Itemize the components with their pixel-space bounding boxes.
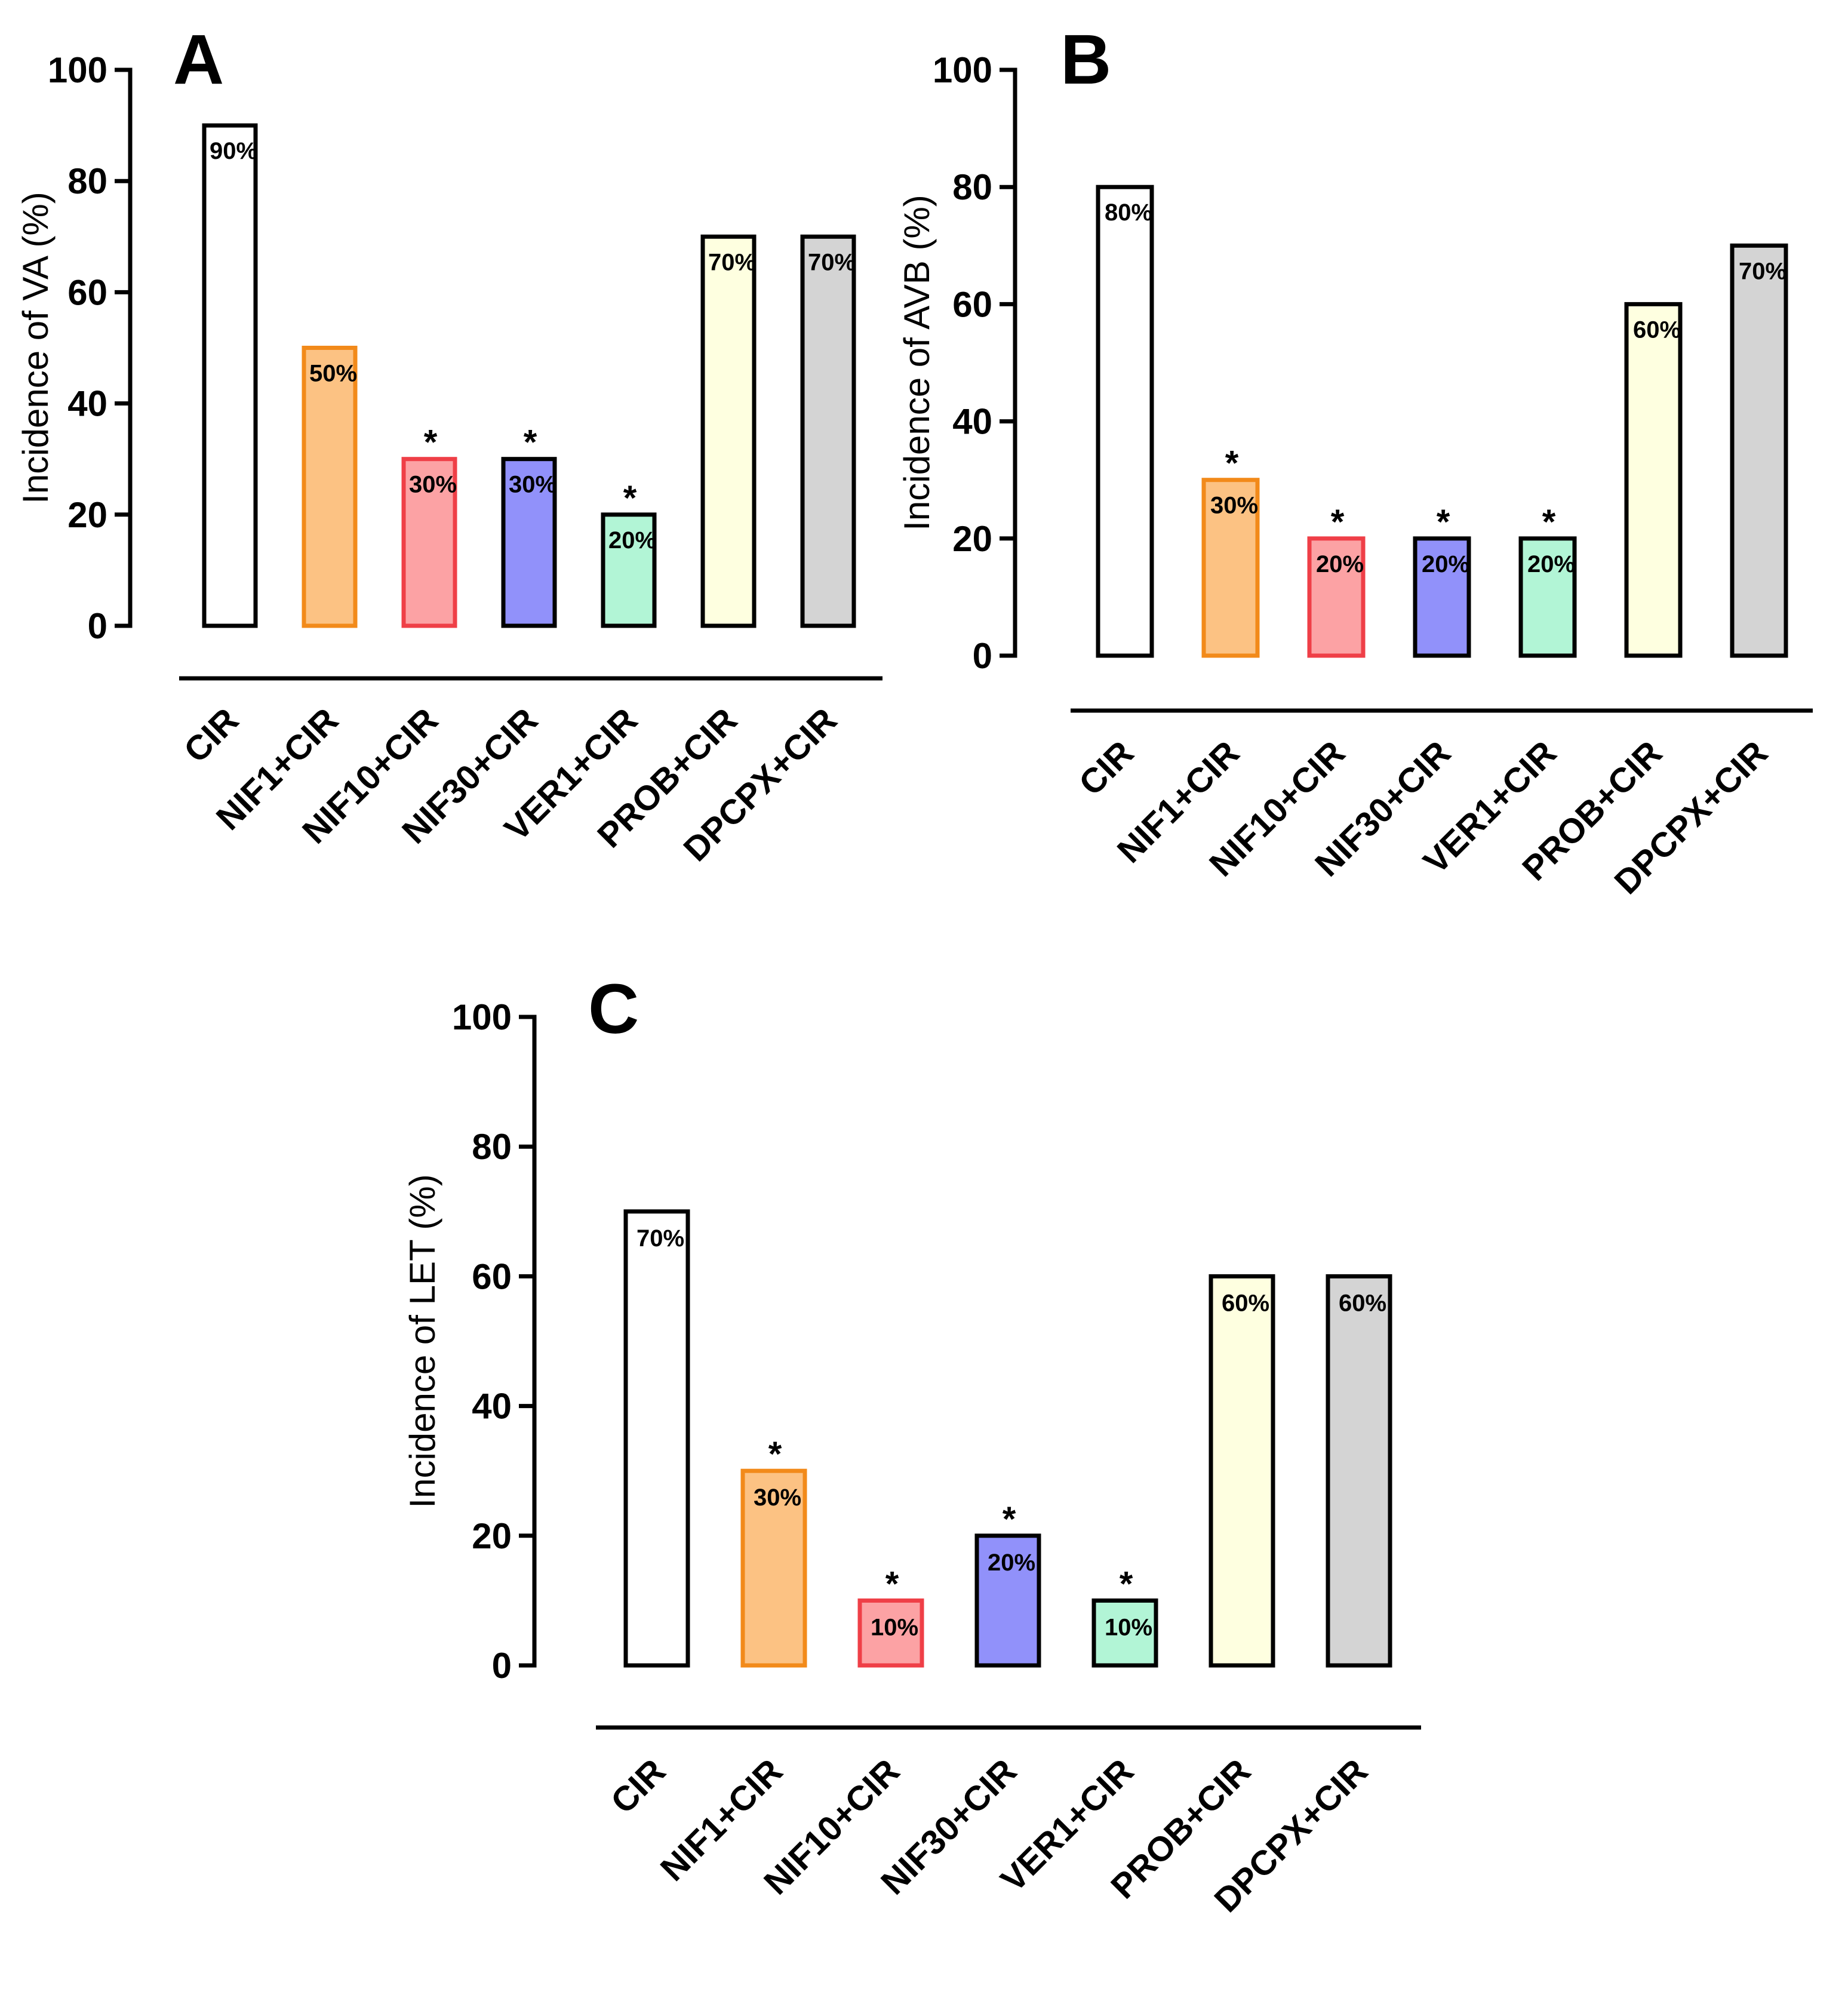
bar-nif30-plus-cir bbox=[501, 457, 557, 628]
bar-nif10-plus-cir bbox=[857, 1598, 924, 1668]
bar-value-label: 60% bbox=[1222, 1290, 1269, 1316]
y-axis-title: Incidence of LET (%) bbox=[402, 1174, 442, 1508]
bar-ver1-plus-cir bbox=[1091, 1598, 1158, 1668]
bar-cir bbox=[202, 123, 258, 628]
bar-ver1-plus-cir bbox=[601, 512, 657, 628]
y-tick-label: 60 bbox=[472, 1256, 512, 1296]
bar-dpcpx-plus-cir bbox=[1730, 243, 1788, 658]
panel-letter: C bbox=[588, 970, 639, 1049]
y-tick-label: 100 bbox=[48, 50, 107, 90]
bar-value-label: 50% bbox=[309, 361, 357, 387]
bar-value-label: 70% bbox=[808, 249, 856, 275]
bar-value-label: 20% bbox=[1527, 551, 1575, 577]
y-tick-label: 0 bbox=[492, 1646, 512, 1686]
bar-value-label: 20% bbox=[988, 1550, 1035, 1576]
y-tick-label: 40 bbox=[952, 402, 992, 442]
bar-value-label: 70% bbox=[708, 249, 756, 275]
significance-star: * bbox=[1225, 444, 1239, 483]
bar-value-label: 60% bbox=[1339, 1290, 1386, 1316]
bar-value-label: 90% bbox=[210, 138, 257, 164]
bar-prob-plus-cir bbox=[1209, 1274, 1275, 1668]
bar-value-label: 30% bbox=[1210, 493, 1258, 519]
significance-star: * bbox=[1331, 503, 1345, 542]
bar-cir bbox=[1096, 185, 1154, 658]
bar-value-label: 10% bbox=[871, 1614, 918, 1640]
significance-star: * bbox=[1437, 503, 1450, 542]
bar-value-label: 20% bbox=[608, 527, 656, 554]
bar-nif1-plus-cir bbox=[740, 1468, 807, 1668]
y-tick-label: 0 bbox=[88, 606, 107, 646]
bar-value-label: 30% bbox=[509, 472, 556, 498]
bar-nif1-plus-cir bbox=[302, 346, 358, 628]
bar-value-label: 10% bbox=[1105, 1614, 1152, 1640]
panel-letter: A bbox=[173, 20, 224, 99]
y-tick-label: 60 bbox=[67, 272, 107, 312]
y-axis-title: Incidence of AVB (%) bbox=[897, 195, 937, 531]
bar-cir bbox=[623, 1209, 690, 1668]
bar-value-label: 30% bbox=[754, 1484, 801, 1511]
bar-value-label: 60% bbox=[1633, 316, 1681, 343]
y-axis-title: Incidence of VA (%) bbox=[16, 192, 56, 503]
bar-nif10-plus-cir bbox=[1307, 536, 1366, 658]
bar-prob-plus-cir bbox=[700, 234, 757, 628]
bar-nif30-plus-cir bbox=[974, 1533, 1041, 1668]
y-tick-label: 20 bbox=[952, 519, 992, 559]
bar-dpcpx-plus-cir bbox=[800, 234, 856, 628]
significance-star: * bbox=[1120, 1564, 1133, 1603]
significance-star: * bbox=[424, 423, 438, 462]
y-tick-label: 0 bbox=[973, 636, 992, 676]
bar-value-label: 20% bbox=[1316, 551, 1364, 577]
y-tick-label: 80 bbox=[952, 167, 992, 207]
significance-star: * bbox=[623, 479, 637, 518]
y-tick-label: 20 bbox=[67, 495, 107, 535]
y-tick-label: 20 bbox=[472, 1516, 512, 1556]
y-tick-label: 100 bbox=[933, 50, 992, 90]
significance-star: * bbox=[885, 1564, 899, 1603]
bar-ver1-plus-cir bbox=[1518, 536, 1577, 658]
y-tick-label: 100 bbox=[452, 997, 512, 1037]
bar-value-label: 70% bbox=[1739, 258, 1786, 284]
y-tick-label: 40 bbox=[472, 1387, 512, 1427]
bar-value-label: 20% bbox=[1422, 551, 1469, 577]
significance-star: * bbox=[1542, 503, 1556, 542]
y-tick-label: 80 bbox=[67, 161, 107, 201]
significance-star: * bbox=[524, 423, 537, 462]
bar-value-label: 80% bbox=[1105, 199, 1152, 226]
bar-nif30-plus-cir bbox=[1413, 536, 1471, 658]
bar-nif1-plus-cir bbox=[1201, 478, 1260, 658]
bar-dpcpx-plus-cir bbox=[1326, 1274, 1392, 1668]
bar-value-label: 70% bbox=[637, 1225, 684, 1252]
y-tick-label: 40 bbox=[67, 384, 107, 424]
y-tick-label: 80 bbox=[472, 1127, 512, 1167]
panel-letter: B bbox=[1060, 20, 1111, 99]
significance-star: * bbox=[1003, 1500, 1016, 1539]
y-tick-label: 60 bbox=[952, 284, 992, 324]
bar-value-label: 30% bbox=[409, 472, 457, 498]
bar-nif10-plus-cir bbox=[401, 457, 457, 628]
bar-prob-plus-cir bbox=[1624, 302, 1683, 658]
significance-star: * bbox=[768, 1435, 782, 1474]
